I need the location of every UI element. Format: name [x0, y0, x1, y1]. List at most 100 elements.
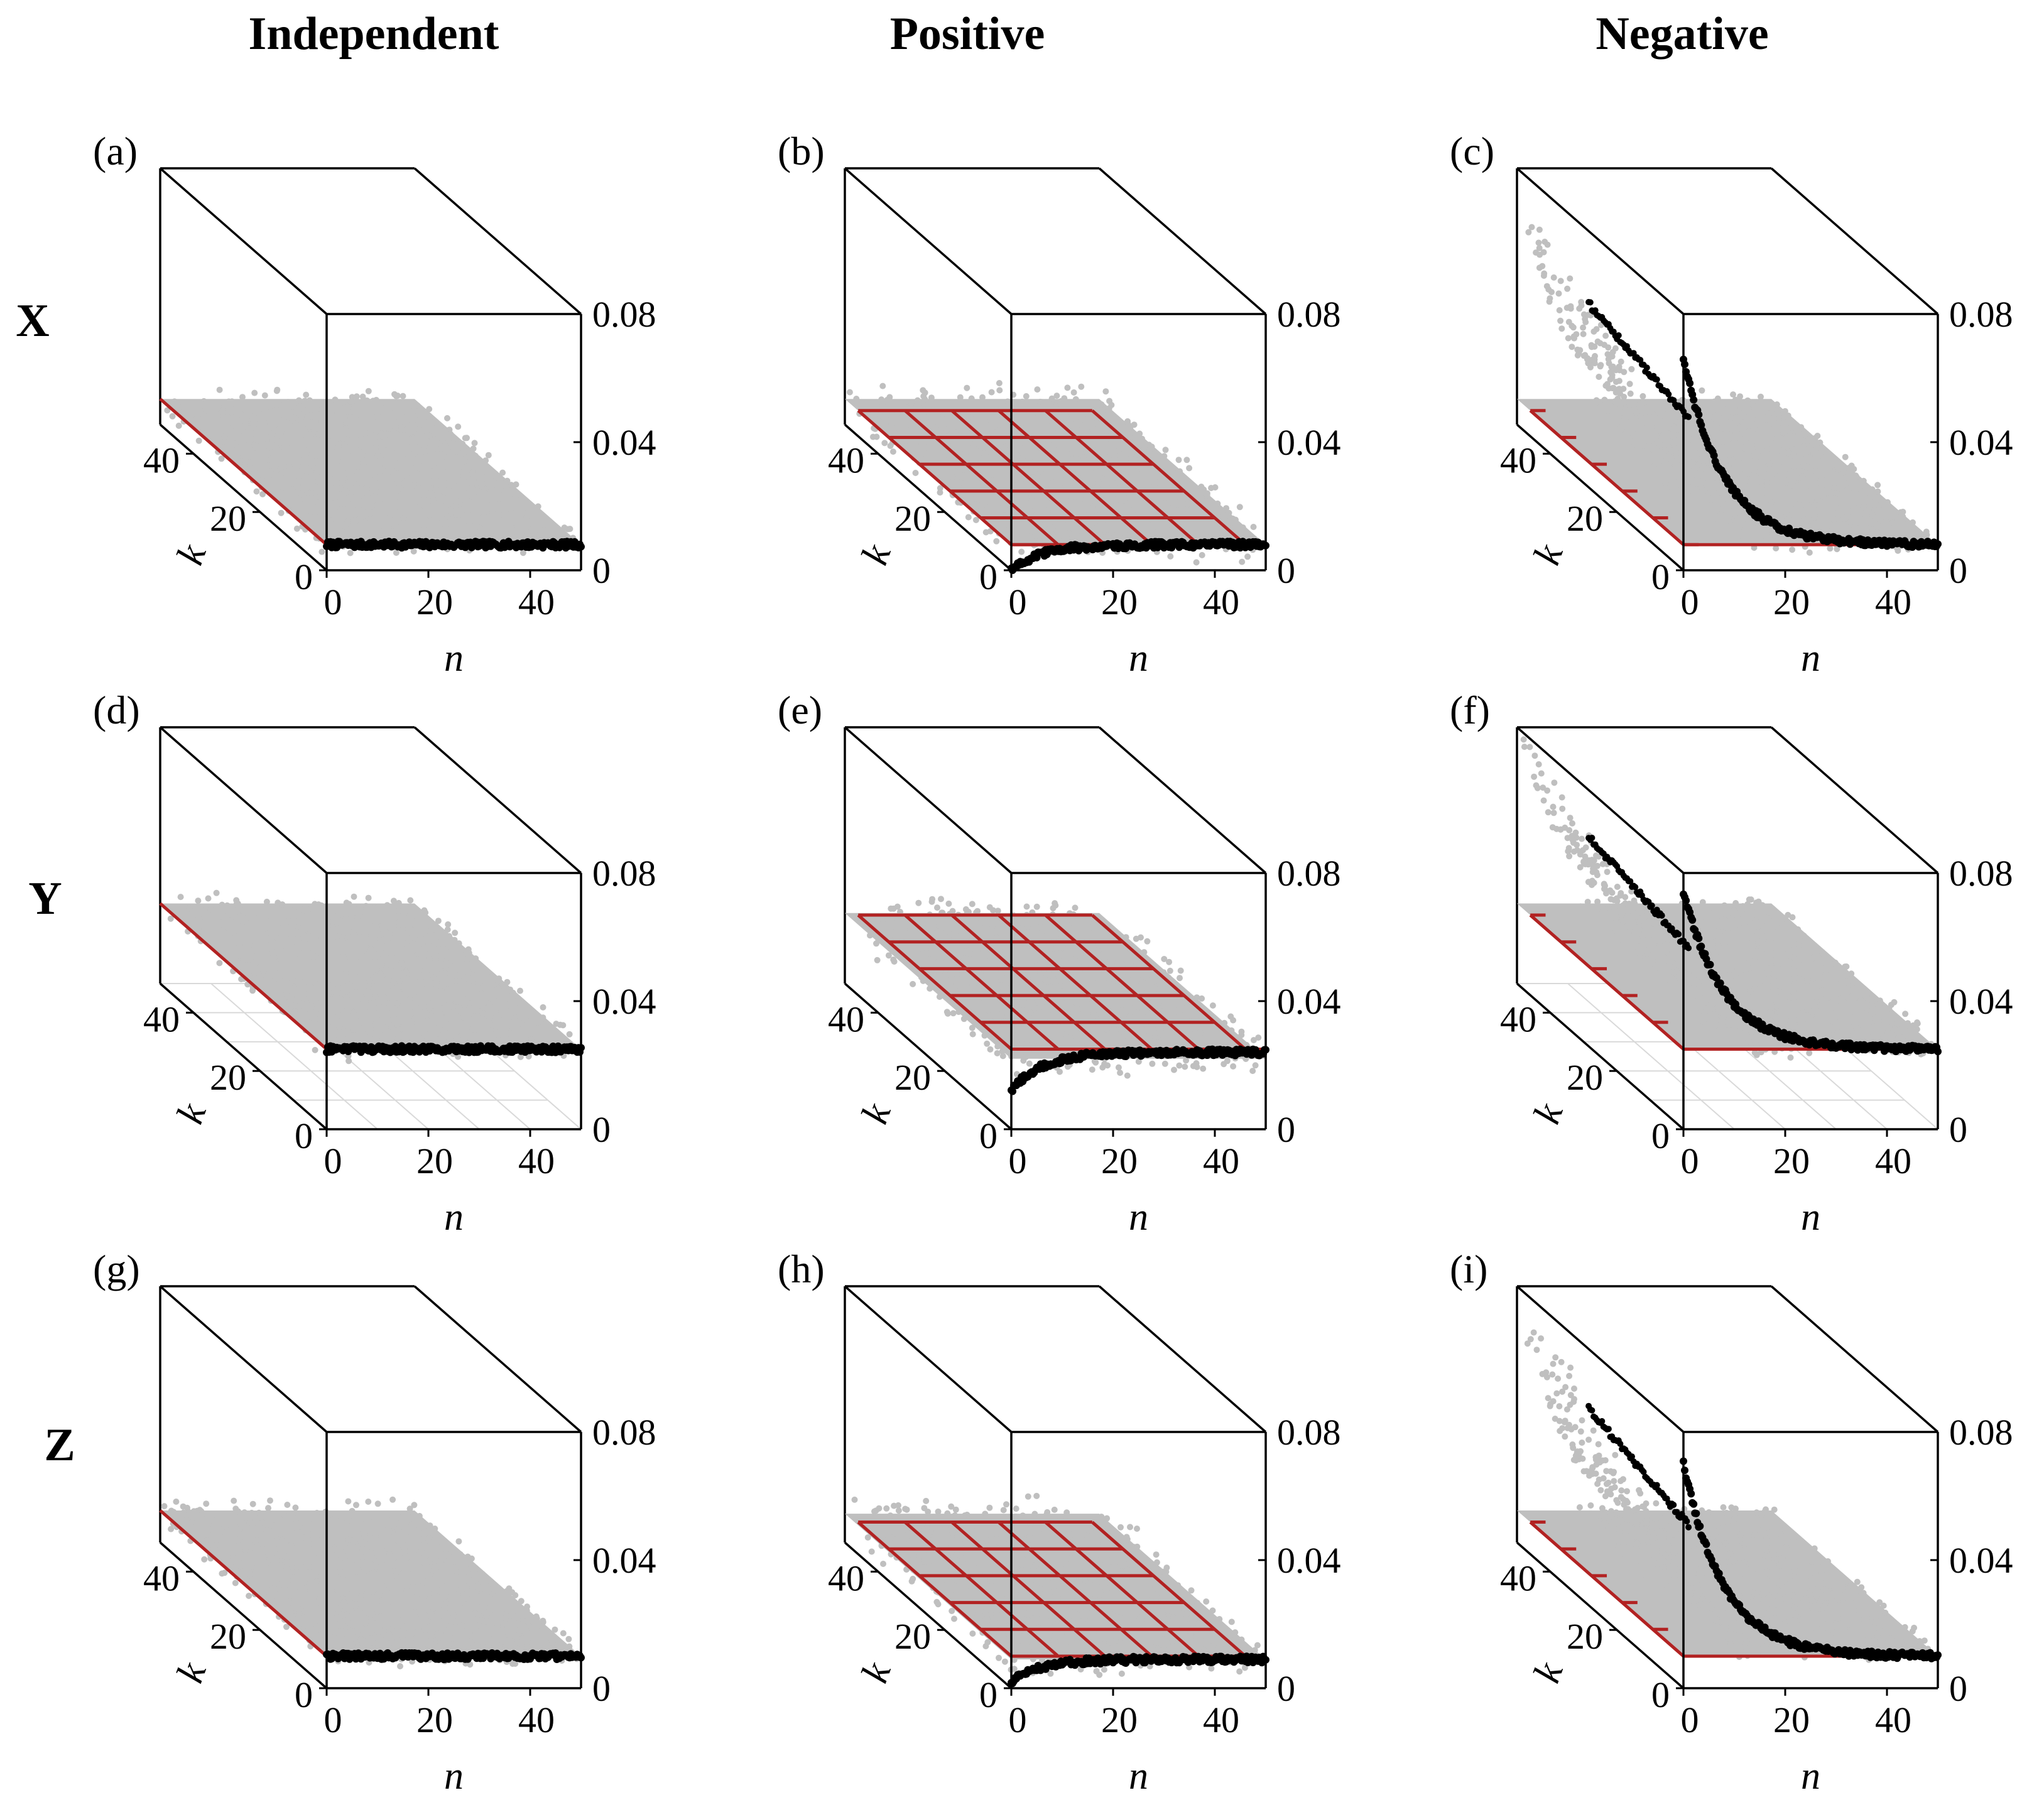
gray-point: [460, 489, 467, 496]
gray-point: [1691, 448, 1698, 455]
gray-point: [300, 907, 307, 914]
gray-point: [213, 889, 220, 896]
gray-point: [1544, 241, 1551, 248]
gray-point: [1048, 474, 1055, 480]
gray-point: [1067, 498, 1074, 504]
gray-point: [464, 527, 471, 534]
gray-point: [513, 509, 519, 516]
gray-point: [1092, 426, 1099, 433]
gray-point: [200, 424, 207, 431]
gray-point: [1597, 362, 1604, 369]
y-tick-label: 0: [979, 556, 998, 597]
gray-point: [1793, 474, 1800, 481]
gray-point: [460, 1035, 467, 1042]
gray-point: [357, 525, 364, 531]
gray-point: [1646, 399, 1653, 406]
gray-point: [353, 393, 360, 400]
gray-point: [900, 933, 906, 940]
gray-point: [474, 1007, 481, 1014]
gray-point: [1593, 397, 1600, 404]
gray-point: [339, 477, 345, 484]
gray-point: [889, 415, 896, 422]
gray-point: [378, 480, 384, 487]
gray-point: [505, 504, 512, 511]
gray-point: [349, 518, 356, 524]
gray-point: [943, 451, 950, 457]
gray-point: [180, 409, 187, 416]
gray-point: [886, 394, 893, 401]
gray-point: [395, 1026, 402, 1033]
y-tick-label: 40: [1500, 440, 1536, 480]
gray-point: [1797, 438, 1804, 445]
gray-point: [410, 495, 417, 502]
x-tick-label: 40: [518, 1141, 555, 1181]
gray-point: [912, 470, 919, 476]
gray-point: [1700, 462, 1707, 469]
gray-point: [374, 502, 381, 509]
gray-point: [186, 905, 193, 912]
gray-point: [957, 394, 964, 401]
gray-point: [440, 494, 447, 501]
gray-point: [544, 533, 551, 539]
gray-point: [1152, 479, 1159, 486]
gray-point: [513, 1029, 520, 1036]
gray-point: [1555, 290, 1562, 297]
gray-point: [301, 995, 308, 1002]
gray-point: [983, 1001, 990, 1008]
gray-point: [1622, 430, 1629, 437]
gray-point: [1652, 466, 1659, 473]
gray-point: [351, 414, 358, 421]
gray-point: [354, 915, 361, 922]
gray-point: [1143, 469, 1150, 475]
gray-point: [1239, 524, 1246, 531]
gray-point: [445, 1034, 452, 1041]
gray-point: [335, 442, 342, 449]
gray-point: [1777, 470, 1784, 477]
gray-point: [444, 513, 451, 520]
gray-point: [474, 975, 481, 982]
gray-point: [1080, 415, 1087, 422]
gray-point: [353, 452, 360, 459]
gray-point: [1052, 902, 1059, 909]
gray-point: [1033, 533, 1040, 539]
gray-point: [395, 1016, 402, 1022]
gray-point: [367, 430, 374, 437]
gray-point: [446, 943, 453, 950]
gray-point: [540, 1014, 546, 1021]
gray-point: [291, 958, 298, 964]
gray-point: [357, 969, 364, 976]
gray-point: [979, 950, 986, 957]
gray-point: [1803, 494, 1810, 501]
gray-point: [308, 997, 315, 1004]
gray-point: [349, 488, 356, 495]
gray-point: [1616, 377, 1623, 384]
gray-point: [1824, 460, 1831, 467]
gray-point: [492, 1008, 499, 1015]
gray-point: [1746, 467, 1753, 473]
gray-point: [330, 905, 337, 912]
gray-point: [298, 478, 305, 485]
gray-point: [1162, 447, 1169, 453]
gray-point: [472, 955, 479, 962]
gray-point: [344, 436, 351, 443]
gray-point: [1906, 527, 1913, 534]
gray-point: [231, 422, 237, 429]
gray-point: [255, 932, 262, 939]
gray-point: [453, 972, 460, 979]
gray-point: [1093, 524, 1100, 531]
gray-point: [455, 940, 462, 947]
gray-point: [1250, 1037, 1257, 1044]
gray-point: [1758, 403, 1765, 409]
gray-point: [1580, 330, 1587, 337]
gray-point: [292, 904, 298, 911]
gray-point: [294, 993, 300, 1000]
gray-point: [1751, 411, 1758, 418]
gray-point: [472, 480, 479, 487]
gray-point: [1630, 447, 1637, 454]
gray-point: [373, 484, 379, 491]
gray-point: [1205, 504, 1212, 511]
gray-point: [364, 397, 371, 404]
gray-point: [281, 921, 288, 928]
gray-point: [1781, 420, 1788, 426]
